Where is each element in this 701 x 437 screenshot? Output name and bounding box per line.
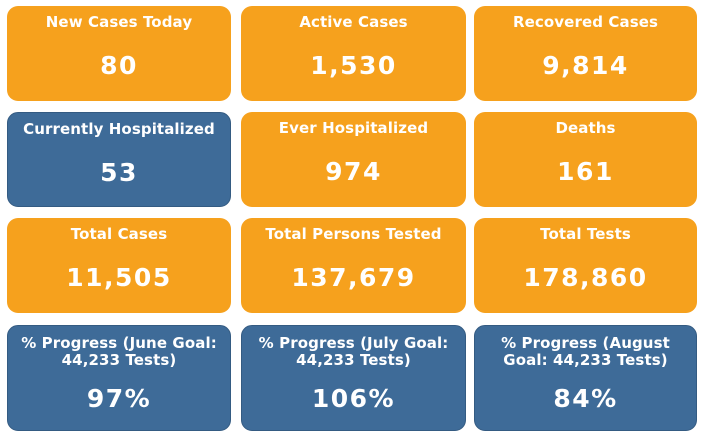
card-value: 9,814 [542,51,629,80]
card-value: 1,530 [310,51,397,80]
card-progress-august[interactable]: % Progress (August Goal: 44,233 Tests) 8… [474,325,697,431]
card-total-tests[interactable]: Total Tests 178,860 [474,218,697,313]
card-label: Currently Hospitalized [23,120,215,138]
card-label: Deaths [555,119,616,137]
card-value: 178,860 [523,263,648,292]
card-label: % Progress (June Goal: 44,233 Tests) [21,334,217,369]
card-total-cases[interactable]: Total Cases 11,505 [7,218,231,313]
card-label: Recovered Cases [512,13,659,31]
card-currently-hospitalized[interactable]: Currently Hospitalized 53 [7,112,231,207]
card-label: % Progress (August Goal: 44,233 Tests) [501,334,670,369]
card-value: 161 [557,157,614,186]
card-value: 53 [100,158,138,187]
card-label: Total Persons Tested [265,225,442,243]
card-recovered-cases[interactable]: Recovered Cases 9,814 [474,6,697,101]
card-value: 11,505 [66,263,172,292]
card-label: Active Cases [299,13,408,31]
card-value: 137,679 [291,263,416,292]
card-progress-july[interactable]: % Progress (July Goal: 44,233 Tests) 106… [241,325,466,431]
card-new-cases-today[interactable]: New Cases Today 80 [7,6,231,101]
card-ever-hospitalized[interactable]: Ever Hospitalized 974 [241,112,466,207]
card-label: Total Tests [540,225,631,243]
card-label: % Progress (July Goal: 44,233 Tests) [258,334,449,369]
card-total-persons-tested[interactable]: Total Persons Tested 137,679 [241,218,466,313]
card-active-cases[interactable]: Active Cases 1,530 [241,6,466,101]
card-label: Total Cases [70,225,168,243]
card-value: 97% [86,384,152,413]
card-label: New Cases Today [45,13,193,31]
card-label: Ever Hospitalized [278,119,429,137]
card-value: 80 [100,51,138,80]
card-value: 974 [325,157,382,186]
card-value: 106% [311,384,396,413]
card-deaths[interactable]: Deaths 161 [474,112,697,207]
card-value: 84% [553,384,618,413]
card-progress-june[interactable]: % Progress (June Goal: 44,233 Tests) 97% [7,325,231,431]
